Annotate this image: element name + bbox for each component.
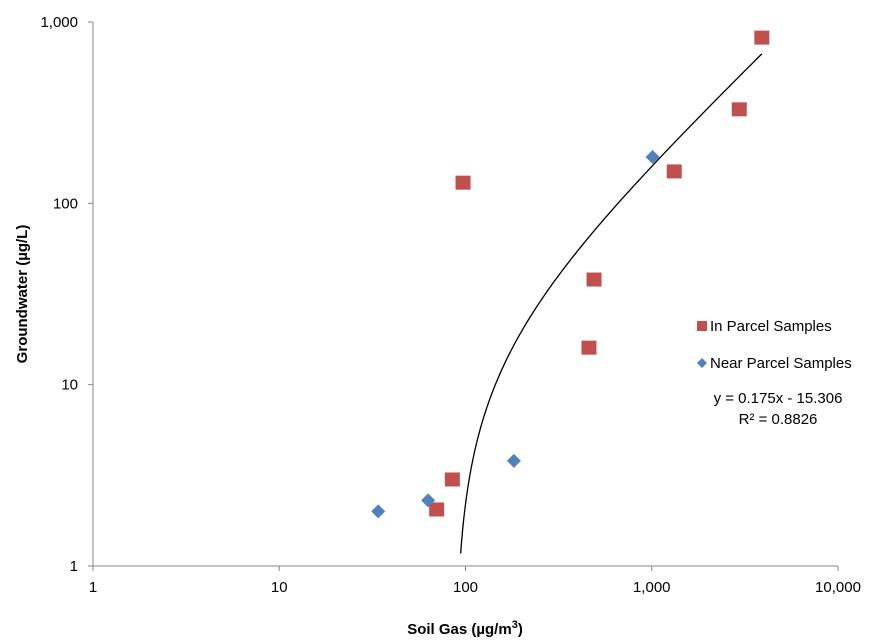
y-tick-label: 1,000 — [40, 14, 78, 31]
in-parcel-point — [586, 272, 602, 287]
in-parcel-point — [444, 472, 460, 487]
in-parcel-point — [581, 340, 597, 355]
in-parcel-point — [754, 30, 770, 45]
x-axis-title: Soil Gas (µg/m3) — [407, 619, 523, 638]
x-tick-label: 1 — [89, 579, 97, 596]
x-tick-label: 10,000 — [815, 579, 861, 596]
legend: In Parcel Samples Near Parcel Samples — [697, 318, 852, 372]
trendline-r-squared: R² = 0.8826 — [739, 411, 818, 428]
y-tick-label: 100 — [53, 195, 78, 212]
axes — [92, 22, 838, 567]
trendline — [459, 53, 763, 554]
x-tick-label: 10 — [271, 579, 288, 596]
trendline-equation: y = 0.175x - 15.306 — [714, 390, 843, 407]
in-parcel-point — [666, 164, 682, 179]
in-parcel-point — [731, 102, 747, 117]
ticks: 1 10 100 1,000 10,000 1 10 100 1,000 — [40, 14, 860, 596]
in-parcel-point — [429, 502, 445, 517]
legend-marker-near-parcel — [697, 358, 707, 368]
near-parcel-point — [506, 453, 521, 468]
x-tick-label: 1,000 — [633, 579, 671, 596]
y-tick-label: 10 — [61, 377, 78, 394]
legend-label-near-parcel: Near Parcel Samples — [710, 355, 852, 372]
in-parcel-point — [455, 175, 471, 190]
near-parcel-point — [371, 504, 386, 519]
legend-marker-in-parcel — [697, 321, 707, 331]
trendline-group — [459, 53, 763, 554]
y-axis-title: Groundwater (µg/L) — [14, 225, 31, 364]
data-points — [371, 30, 770, 519]
near-parcel-point — [645, 150, 660, 165]
y-tick-label: 1 — [70, 558, 78, 575]
legend-label-in-parcel: In Parcel Samples — [710, 318, 832, 335]
near-parcel-point — [421, 493, 436, 508]
x-tick-label: 100 — [453, 579, 478, 596]
